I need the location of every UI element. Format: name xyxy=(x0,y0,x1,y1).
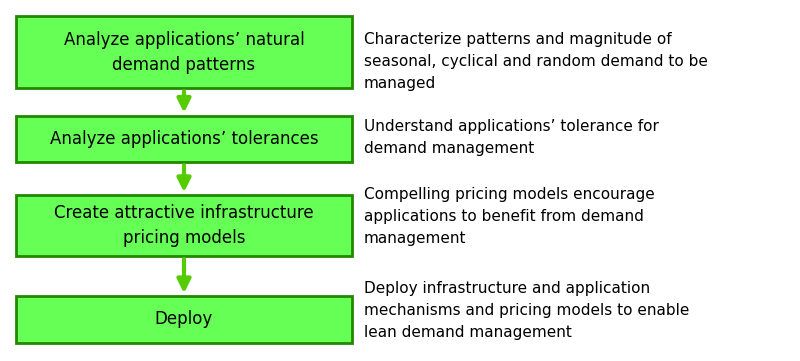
Text: Compelling pricing models encourage
applications to benefit from demand
manageme: Compelling pricing models encourage appl… xyxy=(364,187,654,246)
Text: Create attractive infrastructure
pricing models: Create attractive infrastructure pricing… xyxy=(54,204,314,247)
Text: Analyze applications’ tolerances: Analyze applications’ tolerances xyxy=(50,130,318,148)
FancyBboxPatch shape xyxy=(16,296,352,343)
Text: Deploy infrastructure and application
mechanisms and pricing models to enable
le: Deploy infrastructure and application me… xyxy=(364,281,690,340)
Text: Understand applications’ tolerance for
demand management: Understand applications’ tolerance for d… xyxy=(364,118,659,156)
Text: Deploy: Deploy xyxy=(155,310,213,329)
Text: Analyze applications’ natural
demand patterns: Analyze applications’ natural demand pat… xyxy=(64,31,304,74)
FancyBboxPatch shape xyxy=(16,16,352,88)
FancyBboxPatch shape xyxy=(16,195,352,256)
Text: Characterize patterns and magnitude of
seasonal, cyclical and random demand to b: Characterize patterns and magnitude of s… xyxy=(364,32,708,91)
FancyBboxPatch shape xyxy=(16,116,352,162)
